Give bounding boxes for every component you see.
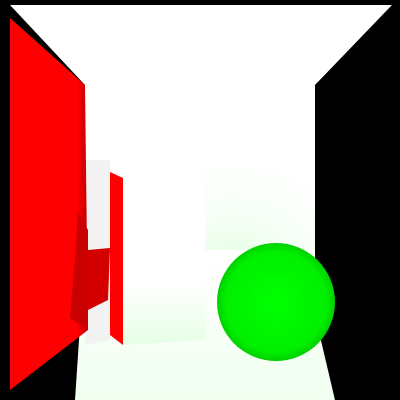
right-wall-dark (315, 5, 400, 400)
box-side-face (110, 172, 123, 345)
box-front-face (123, 172, 205, 345)
left-wall-shadow (70, 212, 88, 330)
ceiling (10, 5, 392, 85)
green-sphere (217, 243, 335, 361)
left-wall (10, 18, 88, 390)
red-reflection (88, 248, 110, 310)
